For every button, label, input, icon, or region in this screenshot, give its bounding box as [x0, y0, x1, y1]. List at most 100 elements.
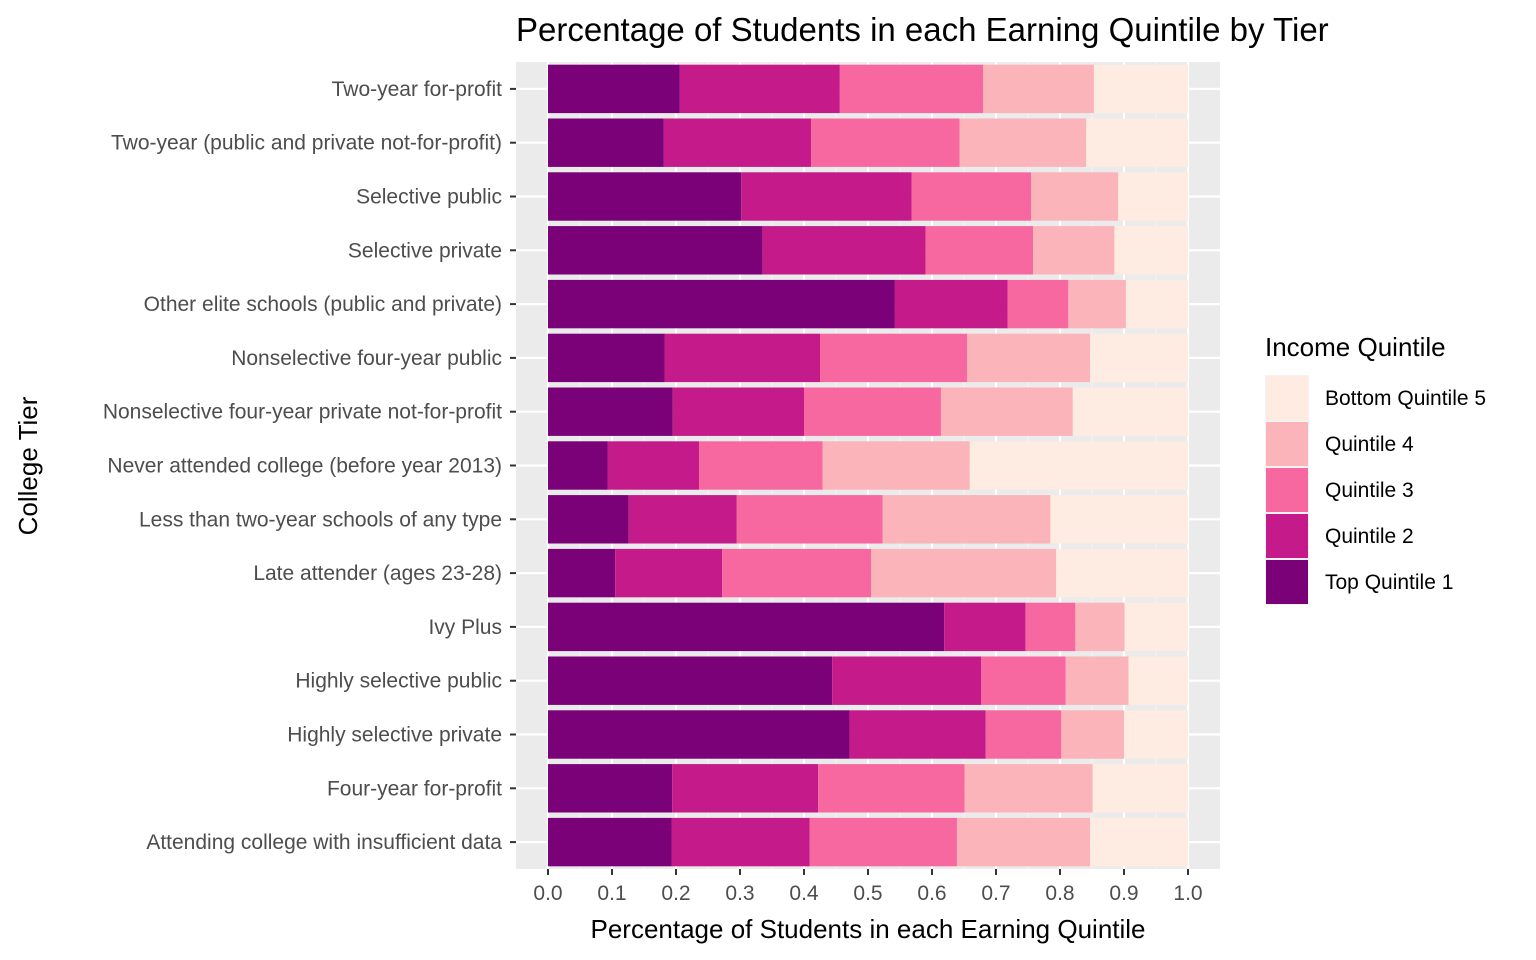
bar-segment — [1114, 226, 1188, 275]
bar-segment — [663, 118, 812, 167]
bar-segment — [548, 764, 673, 813]
bar-segment — [956, 817, 1091, 867]
bar-segment — [822, 441, 970, 490]
y-tick-label: Less than two-year schools of any type — [139, 508, 502, 531]
legend-label: Bottom Quintile 5 — [1325, 387, 1486, 410]
x-tick-label: 0.9 — [1109, 882, 1138, 905]
bar-segment — [607, 441, 700, 490]
bar-segment — [548, 548, 616, 598]
bar-segment — [964, 764, 1093, 813]
bar-segment — [1118, 172, 1188, 221]
bar-segment — [664, 333, 820, 383]
y-tick-label: Two-year for-profit — [332, 78, 503, 101]
bar-segment — [548, 387, 673, 436]
x-tick-label: 0.2 — [661, 882, 690, 905]
legend-key-swatch — [1266, 376, 1308, 420]
y-tick-label: Attending college with insufficient data — [146, 831, 502, 854]
x-tick-label: 0.5 — [853, 882, 882, 905]
y-tick-label: Selective public — [356, 186, 502, 209]
x-tick-label: 0.1 — [597, 882, 626, 905]
y-tick-label: Two-year (public and private not-for-pro… — [111, 132, 502, 155]
bar-segment — [628, 495, 737, 544]
y-tick-label: Nonselective four-year private not-for-p… — [103, 401, 502, 424]
bar-segment — [672, 387, 804, 436]
bar-segment — [811, 118, 960, 167]
bar-segment — [925, 226, 1034, 275]
bar-segment — [882, 495, 1051, 544]
bar-segment — [548, 710, 850, 759]
legend: Income Quintile Bottom Quintile 5 Quintil… — [1265, 332, 1486, 605]
y-tick-label: Other elite schools (public and private) — [144, 293, 502, 316]
bar-segment — [741, 172, 912, 221]
legend-label: Top Quintile 1 — [1325, 571, 1453, 594]
bar-segment — [722, 548, 872, 598]
bar-segment — [548, 656, 833, 705]
bar-segment — [672, 764, 819, 813]
bar-segment — [1075, 602, 1125, 652]
x-tick-label: 0.8 — [1045, 882, 1074, 905]
x-tick-label: 0.0 — [533, 882, 562, 905]
bar-segment — [1090, 817, 1188, 867]
y-tick-label: Selective private — [348, 239, 502, 262]
legend-key-swatch — [1266, 560, 1308, 604]
bar-segment — [818, 764, 965, 813]
bar-segment — [1025, 602, 1076, 652]
bar-segment — [911, 172, 1032, 221]
bar-segment — [1124, 710, 1188, 759]
bar-segment — [1065, 656, 1129, 705]
x-axis-title: Percentage of Students in each Earning Q… — [590, 914, 1145, 944]
bar-segment — [967, 333, 1091, 383]
legend-label: Quintile 2 — [1325, 525, 1414, 548]
bar-segment — [832, 656, 982, 705]
bars-layer — [548, 64, 1188, 867]
bar-segment — [548, 602, 945, 652]
y-tick-label: Nonselective four-year public — [231, 347, 502, 370]
x-tick-label: 0.3 — [725, 882, 754, 905]
bar-segment — [736, 495, 883, 544]
bar-segment — [1090, 333, 1188, 383]
bar-segment — [671, 817, 810, 867]
bar-segment — [548, 226, 763, 275]
legend-key-swatch — [1266, 468, 1308, 512]
bar-segment — [548, 441, 608, 490]
bar-segment — [894, 279, 1008, 329]
y-tick-label: Ivy Plus — [428, 616, 502, 639]
y-tick-label: Highly selective public — [295, 670, 502, 693]
y-axis-title: College Tier — [13, 396, 43, 535]
bar-segment — [762, 226, 926, 275]
bar-segment — [1093, 64, 1188, 114]
x-axis: 0.0 0.1 0.2 0.3 0.4 0.5 0.6 0.7 0.8 0.9 1.0 — [533, 869, 1203, 905]
bar-segment — [849, 710, 986, 759]
bar-segment — [1125, 279, 1188, 329]
y-axis: Two-year for-profit Two-year (public and … — [103, 78, 516, 854]
y-tick-label: Highly selective private — [287, 724, 502, 747]
x-tick-label: 0.4 — [789, 882, 819, 905]
x-tick-label: 1.0 — [1173, 882, 1202, 905]
bar-segment — [1086, 118, 1188, 167]
bar-segment — [548, 64, 680, 114]
y-tick-label: Four-year for-profit — [327, 777, 502, 800]
bar-segment — [804, 387, 941, 436]
bar-segment — [1072, 387, 1188, 436]
bar-segment — [548, 333, 665, 383]
bar-segment — [548, 817, 672, 867]
bar-segment — [940, 387, 1073, 436]
legend-label: Quintile 4 — [1325, 433, 1414, 456]
bar-segment — [1068, 279, 1126, 329]
bar-segment — [985, 710, 1062, 759]
legend-title: Income Quintile — [1265, 332, 1446, 362]
bar-segment — [820, 333, 968, 383]
bar-segment — [809, 817, 957, 867]
bar-segment — [615, 548, 723, 598]
bar-segment — [1033, 226, 1115, 275]
bar-segment — [1050, 495, 1188, 544]
bar-segment — [699, 441, 823, 490]
x-tick-label: 0.7 — [981, 882, 1010, 905]
legend-key-swatch — [1266, 514, 1308, 558]
bar-segment — [548, 495, 629, 544]
bar-segment — [981, 656, 1066, 705]
bar-segment — [1128, 656, 1188, 705]
y-tick-label: Late attender (ages 23-28) — [253, 562, 502, 585]
